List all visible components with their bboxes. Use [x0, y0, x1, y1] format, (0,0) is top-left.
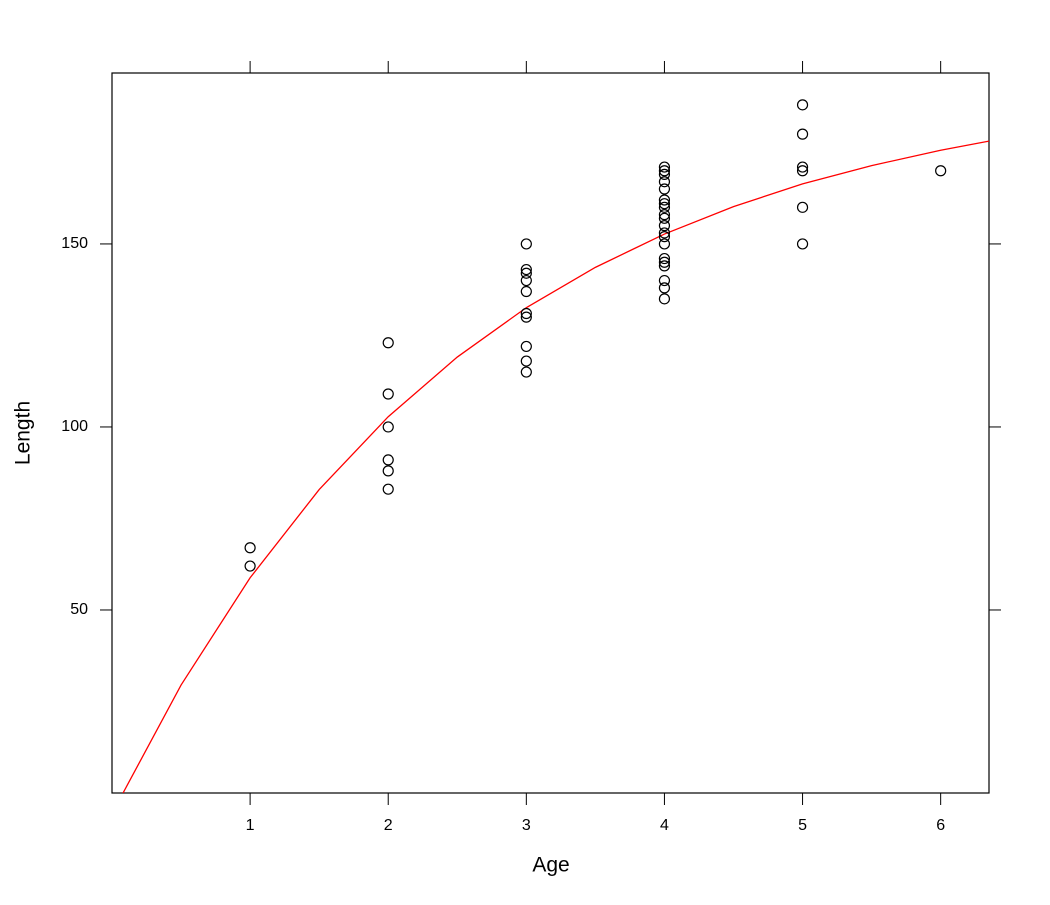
y-tick-label: 100	[61, 418, 88, 435]
point	[796, 99, 809, 111]
x-tick-label: 1	[246, 817, 255, 834]
point	[658, 274, 671, 287]
plot-frame	[111, 72, 990, 794]
point	[382, 421, 394, 433]
point	[935, 165, 947, 177]
x-tick-label: 2	[384, 817, 393, 834]
point	[658, 238, 671, 250]
point	[658, 282, 671, 294]
point	[658, 209, 671, 221]
x-tick-label: 4	[660, 817, 669, 834]
point	[382, 388, 394, 400]
point	[520, 263, 532, 276]
point	[658, 161, 671, 173]
x-tick-label: 6	[936, 817, 945, 834]
point	[520, 285, 532, 298]
point	[658, 168, 671, 180]
point	[520, 267, 532, 279]
y-axis-title: Length	[12, 401, 35, 465]
x-axis-title: Age	[532, 854, 569, 877]
point	[658, 183, 671, 195]
point	[520, 307, 532, 320]
point	[658, 201, 671, 213]
point	[796, 201, 809, 213]
point	[796, 161, 809, 173]
fit-curve	[122, 140, 989, 793]
point	[658, 227, 671, 239]
point	[520, 274, 532, 287]
point	[658, 252, 671, 265]
point	[520, 355, 532, 367]
point	[658, 220, 671, 232]
point	[520, 340, 532, 353]
point	[382, 483, 394, 495]
point	[244, 542, 256, 554]
point	[244, 560, 256, 572]
point	[658, 198, 671, 210]
point	[658, 293, 671, 305]
point	[658, 212, 671, 224]
y-tick-label: 50	[70, 601, 88, 618]
point	[796, 238, 809, 250]
point	[382, 465, 394, 477]
point	[658, 231, 671, 243]
point	[658, 176, 671, 188]
y-tick-label: 150	[61, 235, 88, 252]
point	[658, 260, 671, 272]
point	[520, 238, 532, 250]
point	[520, 311, 532, 323]
point	[796, 165, 809, 177]
point	[658, 194, 671, 206]
point	[382, 337, 394, 349]
point	[520, 366, 532, 378]
point	[658, 256, 671, 268]
point	[658, 165, 671, 177]
point	[382, 454, 394, 466]
point	[796, 128, 809, 140]
x-tick-label: 3	[522, 817, 531, 834]
x-tick-label: 5	[798, 817, 807, 834]
